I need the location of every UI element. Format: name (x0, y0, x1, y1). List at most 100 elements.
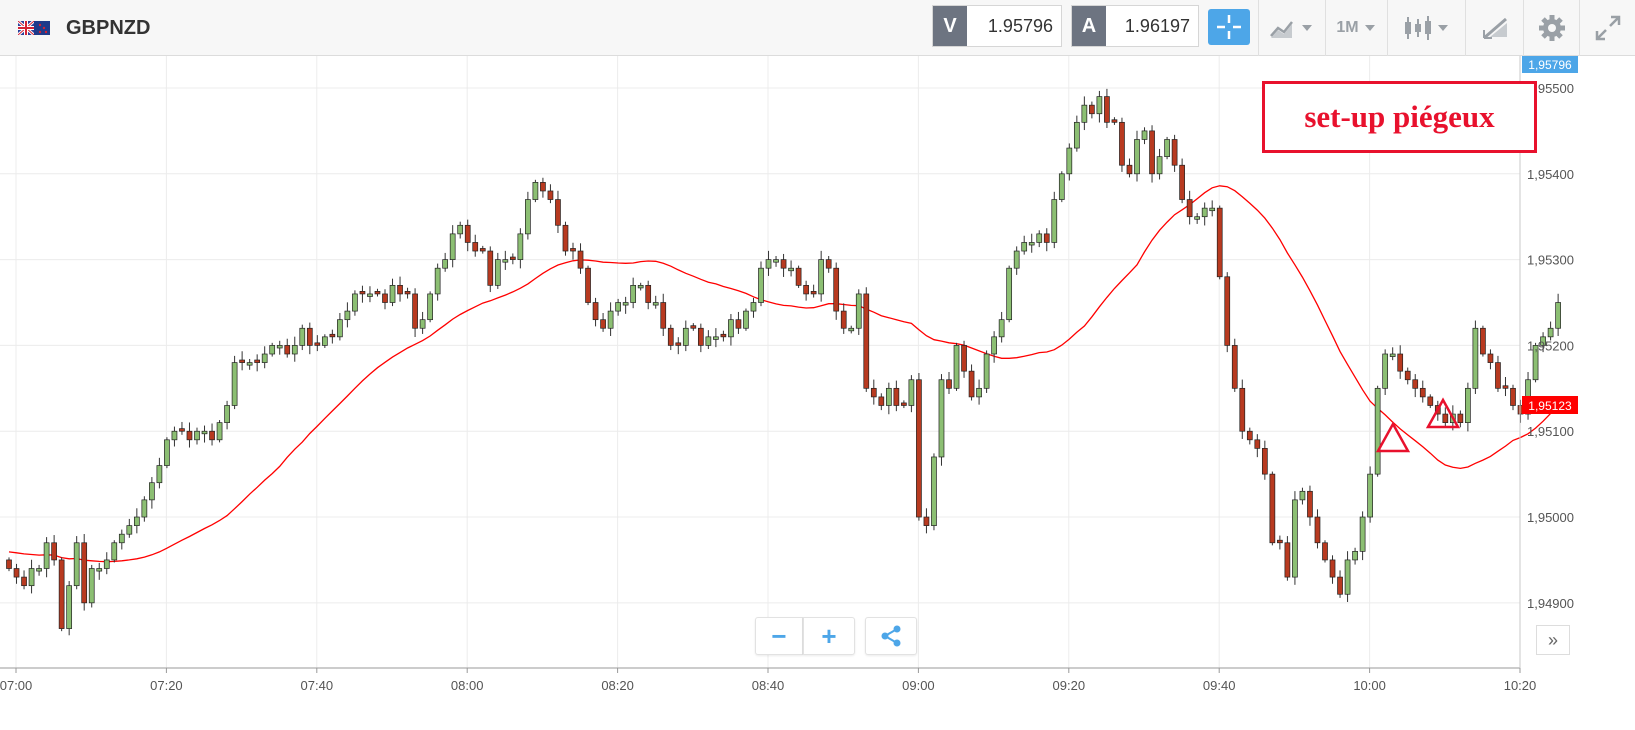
candle (1277, 535, 1283, 550)
candle (998, 311, 1005, 343)
candle-body (1352, 551, 1358, 561)
candle (855, 289, 862, 335)
share-button[interactable] (865, 617, 917, 655)
candle-body (276, 345, 283, 349)
candle-body (1201, 207, 1208, 218)
candle-body (291, 345, 298, 355)
candle (21, 570, 27, 590)
candle (66, 581, 73, 636)
candle (976, 379, 982, 405)
candle-body (961, 345, 967, 372)
candle (472, 234, 479, 257)
drawing-tools-button[interactable] (1465, 0, 1523, 56)
candle-body (1156, 156, 1163, 175)
candle (51, 535, 57, 566)
annotation-box: set-up piégeux (1262, 81, 1537, 153)
buy-price-button[interactable]: A 1.96197 (1071, 5, 1199, 47)
x-tick-label: 09:20 (1053, 678, 1086, 693)
candle-body (1269, 473, 1276, 544)
candle-body (1292, 499, 1298, 578)
candle (457, 221, 464, 239)
candle (735, 311, 742, 334)
settings-button[interactable] (1523, 0, 1579, 56)
candle (1344, 551, 1351, 602)
candle-style-button[interactable] (1387, 0, 1465, 56)
candle-body (1277, 539, 1283, 544)
current-price-tag: 1,95796 (1522, 56, 1578, 73)
candle-body (547, 190, 554, 200)
candle (1156, 148, 1163, 180)
zoom-out-button[interactable]: − (755, 617, 803, 655)
candle (397, 276, 403, 302)
candle (261, 346, 268, 369)
candle-body (728, 319, 734, 338)
candle (848, 325, 855, 334)
candle-body (765, 259, 772, 269)
x-tick-label: 10:20 (1504, 678, 1537, 693)
candle-body (449, 233, 456, 260)
candle (1404, 367, 1411, 385)
candle-body (239, 359, 245, 363)
candle-body (81, 542, 88, 604)
candle (525, 191, 531, 240)
candle (389, 278, 396, 307)
candle-body (164, 439, 170, 466)
candle (1096, 90, 1103, 123)
candle (269, 342, 276, 357)
candle (434, 263, 441, 301)
expand-panel-button[interactable]: » (1536, 625, 1570, 655)
candle-body (43, 542, 50, 569)
timeframe-button[interactable]: 1M (1325, 0, 1387, 56)
candle-body (367, 293, 373, 297)
candle (246, 358, 253, 370)
candle (840, 303, 847, 334)
candle (577, 243, 584, 274)
candle-body (1013, 250, 1020, 269)
candle (968, 364, 975, 401)
price-chart[interactable]: 1,95500 1,95400 1,95300 1,95200 1,95100 1,950… (0, 56, 1580, 696)
candle-body (667, 327, 674, 346)
zoom-in-button[interactable]: + (803, 617, 855, 655)
candle-body (13, 568, 20, 578)
fullscreen-button[interactable] (1579, 0, 1635, 56)
candle (878, 393, 885, 411)
candle-body (96, 568, 103, 572)
crosshair-button[interactable] (1208, 9, 1250, 45)
candle (570, 242, 576, 260)
candlestick-icon (1404, 16, 1448, 40)
candle (13, 563, 20, 584)
candle (1532, 342, 1539, 383)
x-tick-label: 07:20 (150, 678, 183, 693)
candle (58, 557, 65, 632)
triangle-marker (1375, 421, 1411, 453)
candle-body (509, 256, 516, 260)
chevron-down-icon (1364, 25, 1375, 31)
chart-type-button[interactable] (1258, 0, 1325, 56)
candle (690, 323, 697, 331)
candle-body (1149, 130, 1155, 175)
ma-price-tag: 1,95123 (1522, 396, 1578, 414)
candle-body (51, 542, 57, 561)
candle-body (870, 387, 877, 398)
candle (961, 340, 967, 378)
candle (697, 323, 704, 353)
sell-price-button[interactable]: V 1.95796 (932, 5, 1062, 47)
candle-body (810, 291, 817, 295)
buy-tag: A (1072, 6, 1106, 46)
candle (1547, 321, 1554, 341)
zoom-in-label: + (821, 620, 837, 651)
candle-body (1021, 242, 1028, 252)
candle-body (946, 379, 952, 389)
candle-body (690, 325, 697, 329)
candle-body (1058, 173, 1065, 200)
candle-body (600, 319, 606, 329)
candle-body (1119, 121, 1125, 166)
candle-body (1359, 516, 1366, 552)
candle-body (321, 336, 328, 346)
candle (186, 422, 193, 448)
candle (1397, 345, 1404, 379)
candle (923, 508, 930, 534)
candle (1510, 384, 1516, 411)
candle-body (246, 362, 253, 366)
candle (1186, 190, 1193, 225)
